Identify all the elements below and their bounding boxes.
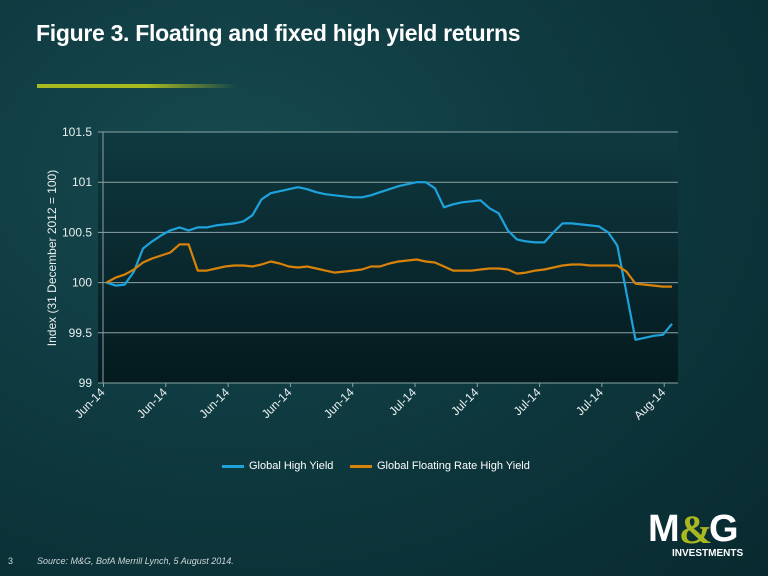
- legend-label: Global Floating Rate High Yield: [377, 460, 530, 472]
- x-tick-label: Jun-14: [196, 385, 232, 421]
- y-tick-label: 99.5: [69, 326, 93, 340]
- svg-text:INVESTMENTS: INVESTMENTS: [672, 548, 743, 559]
- y-tick-labels: 101.5 101 100.5 100 99.5 99: [62, 125, 92, 390]
- svg-text:M: M: [648, 508, 678, 550]
- x-tick-label: Jul-14: [386, 385, 419, 418]
- legend-item-global-high-yield: Global High Yield: [222, 460, 333, 472]
- source-note: Source: M&G, BofA Merrill Lynch, 5 Augus…: [37, 556, 234, 566]
- x-tick-label: Jun-14: [134, 385, 170, 421]
- legend-swatch-blue: [222, 464, 244, 468]
- y-tick-label: 101: [72, 175, 92, 189]
- y-axis-label: Index (31 December 2012 = 100): [45, 170, 59, 346]
- x-tick-label: Jul-14: [573, 385, 606, 418]
- mg-logo: M & G INVESTMENTS: [648, 507, 743, 559]
- svg-text:&: &: [679, 507, 712, 552]
- series-line-global-high-yield: [106, 181, 673, 341]
- page-number: 3: [8, 556, 14, 566]
- series-line-floating-rate-high-yield: [105, 243, 672, 288]
- x-tick-label: Jun-14: [259, 385, 295, 421]
- slide-title: Figure 3. Floating and fixed high yield …: [36, 20, 521, 46]
- gridlines: [98, 131, 678, 384]
- y-tick-label: 101.5: [62, 125, 92, 139]
- x-tick-label: Jul-14: [511, 385, 544, 418]
- svg-text:G: G: [709, 508, 739, 550]
- x-tick-label: Jun-14: [321, 385, 357, 421]
- legend-swatch-orange: [350, 464, 372, 468]
- x-tick-label: Jun-14: [72, 385, 108, 421]
- legend-item-floating-rate: Global Floating Rate High Yield: [350, 460, 530, 472]
- title-underline: [37, 84, 237, 88]
- x-tick-labels: Jun-14 Jun-14 Jun-14 Jun-14 Jun-14 Jul-14 Jul-…: [72, 383, 669, 422]
- plot-area: [98, 132, 678, 383]
- y-tick-label: 99: [79, 376, 93, 390]
- x-tick-label: Jul-14: [448, 385, 481, 418]
- x-tick-label: Aug-14: [631, 385, 668, 422]
- series-lines: [105, 181, 673, 341]
- y-tick-label: 100.5: [62, 225, 92, 239]
- legend-label: Global High Yield: [249, 460, 334, 472]
- y-tick-label: 100: [72, 276, 92, 290]
